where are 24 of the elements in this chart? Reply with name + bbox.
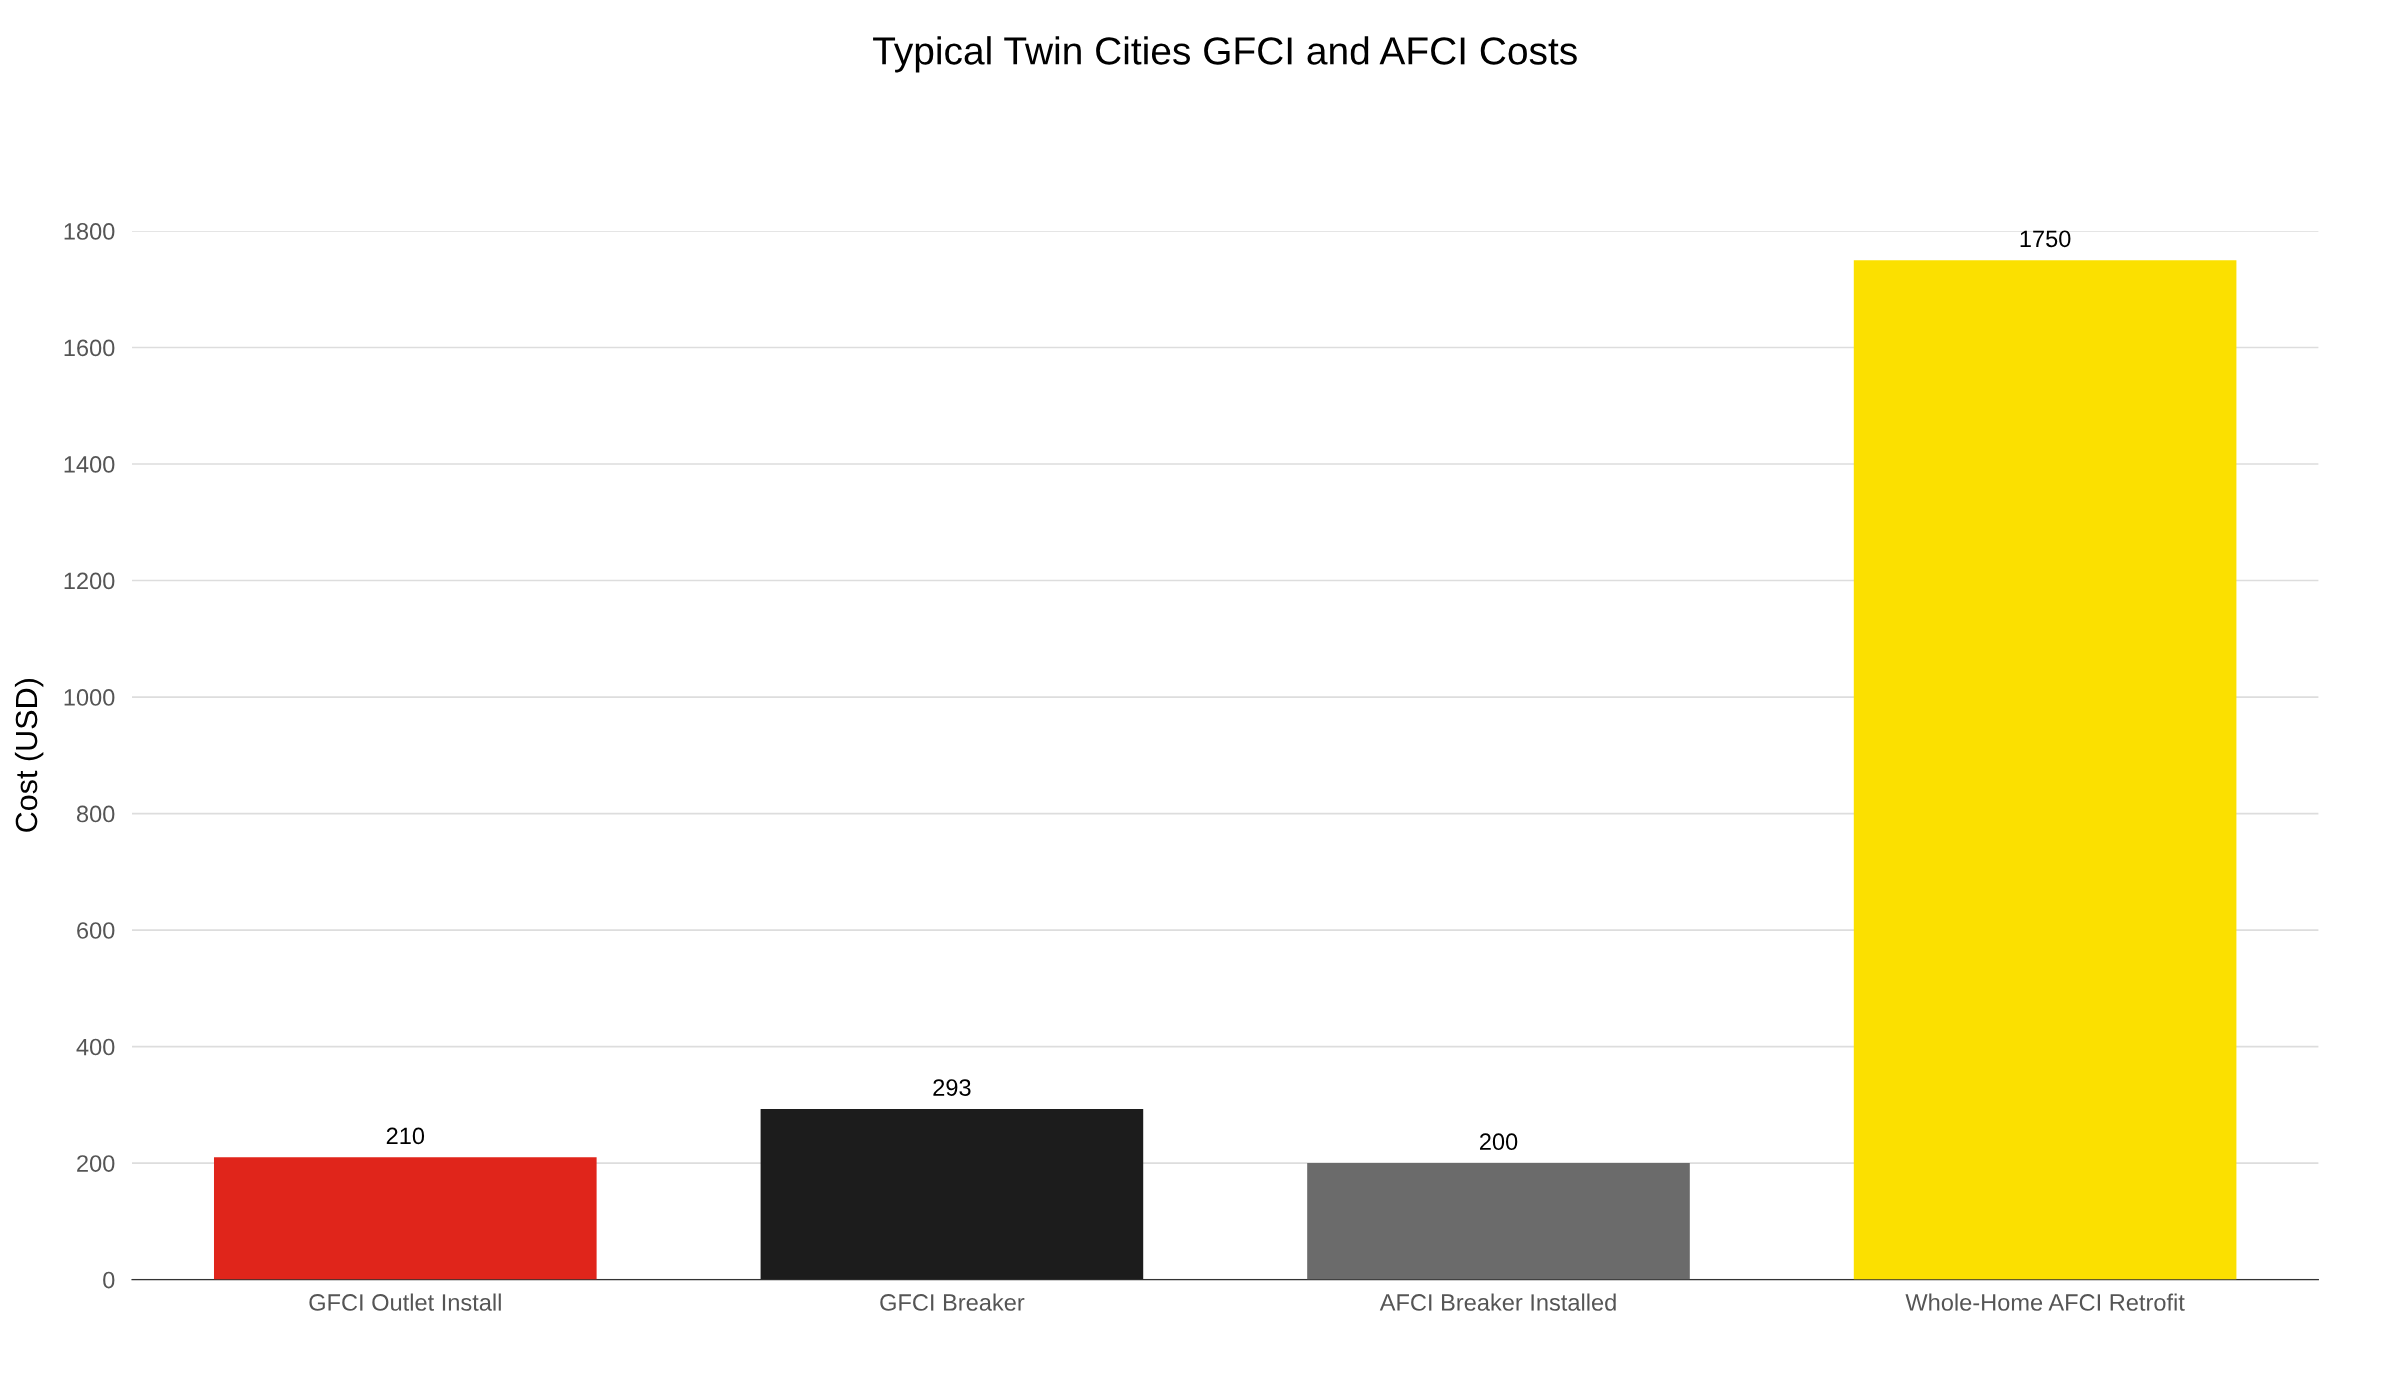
bar xyxy=(1307,1163,1690,1280)
chart-title: Typical Twin Cities GFCI and AFCI Costs xyxy=(873,36,1577,73)
y-tick-label: 800 xyxy=(76,805,115,823)
y-tick-label: 1800 xyxy=(64,223,115,240)
data-label: 200 xyxy=(1479,1133,1518,1151)
y-tick-label: 400 xyxy=(76,1038,115,1056)
x-tick-label: Whole-Home AFCI Retrofit xyxy=(1905,1293,2185,1311)
data-label: 293 xyxy=(933,1079,971,1096)
data-label: 1750 xyxy=(2020,230,2071,248)
bar xyxy=(213,1157,597,1280)
x-tick-label: GFCI Outlet Install xyxy=(309,1293,501,1311)
y-tick-label: 1200 xyxy=(64,572,115,590)
data-label: 210 xyxy=(386,1127,425,1145)
y-tick-label: 1400 xyxy=(64,456,115,473)
y-tick-label: 1600 xyxy=(64,339,115,357)
x-tick-label: AFCI Breaker Installed xyxy=(1379,1293,1616,1311)
x-tick-label: GFCI Breaker xyxy=(880,1293,1025,1311)
y-tick-label: 600 xyxy=(77,922,115,939)
y-tick-label: 200 xyxy=(77,1155,115,1172)
bar xyxy=(1853,260,2237,1280)
y-tick-label: 1000 xyxy=(64,689,115,706)
y-axis-title: Cost (USD) xyxy=(14,679,44,832)
y-tick-label: 0 xyxy=(103,1271,115,1289)
bar xyxy=(760,1108,1144,1280)
